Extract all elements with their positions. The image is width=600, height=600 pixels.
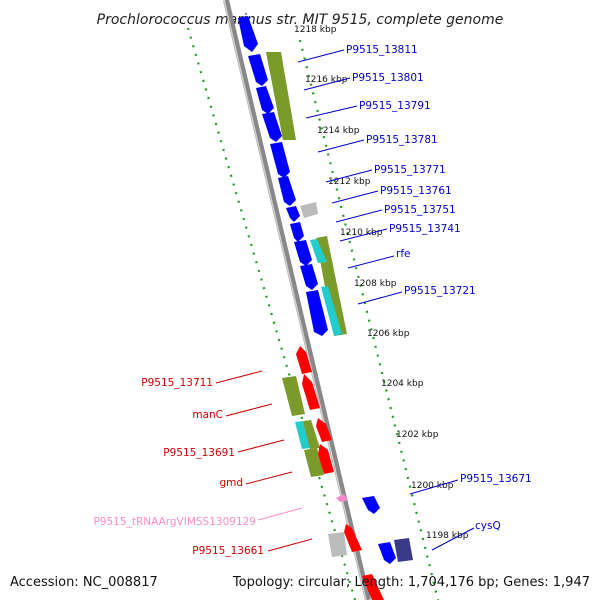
leader-line	[215, 370, 263, 384]
gc-cyan-segment	[310, 239, 327, 263]
gene-label-forward[interactable]: P9515_13751	[384, 204, 456, 216]
forward-gene-arrow[interactable]	[294, 240, 312, 266]
gc-olive-segment	[304, 448, 324, 477]
forward-gene-arrow[interactable]	[262, 112, 282, 142]
reverse-gene-arrow[interactable]	[302, 374, 320, 410]
gene-label-forward[interactable]: P9515_13801	[352, 72, 424, 84]
tick-label: 1212 kbp	[328, 177, 371, 187]
leader-line	[303, 77, 351, 91]
leader-line	[357, 291, 403, 305]
leader-line	[305, 105, 358, 119]
tick-label: 1218 kbp	[294, 25, 337, 35]
gene-label-forward[interactable]: P9515_13781	[366, 134, 438, 146]
gene-label-forward[interactable]: P9515_13671	[460, 473, 532, 485]
leader-line	[257, 507, 303, 521]
gene-label-trna[interactable]: P9515_tRNAArgVIMSS1309129	[94, 516, 256, 528]
outer-ring-left	[186, 27, 357, 600]
forward-strand-genes	[238, 16, 396, 564]
gene-label-forward[interactable]: P9515_13761	[380, 185, 452, 197]
forward-gene-arrow[interactable]	[256, 86, 274, 114]
reverse-gene-arrow[interactable]	[296, 346, 312, 374]
forward-gene-arrow[interactable]	[290, 222, 304, 242]
forward-gene-arrow[interactable]	[278, 176, 296, 206]
reverse-gene-arrow[interactable]	[344, 524, 362, 552]
leader-line	[297, 49, 345, 63]
tick-label: 1200 kbp	[411, 481, 454, 491]
gene-label-reverse[interactable]: manC	[192, 409, 223, 421]
gene-label-forward[interactable]: rfe	[396, 248, 410, 260]
gene-label-reverse[interactable]: P9515_13661	[192, 545, 264, 557]
leader-line	[335, 209, 383, 223]
gene-label-reverse[interactable]: P9515_13691	[163, 447, 235, 459]
forward-gene-arrow[interactable]	[286, 206, 300, 222]
leader-line	[331, 190, 379, 204]
gene-label-forward[interactable]: cysQ	[475, 520, 501, 532]
gene-label-reverse[interactable]: P9515_13711	[141, 377, 213, 389]
leader-line	[245, 471, 293, 485]
genome-backbone	[223, 0, 371, 600]
map-title: Prochlorococcus marinus str. MIT 9515, c…	[97, 12, 504, 28]
grey-feature[interactable]	[300, 202, 318, 218]
gc-cyan-segment	[295, 421, 310, 449]
gc-olive-segment	[266, 52, 296, 140]
gene-label-forward[interactable]: P9515_13721	[404, 285, 476, 297]
tick-label: 1216 kbp	[305, 75, 348, 85]
reverse-gene-arrow[interactable]	[362, 574, 384, 600]
scale-ticks: 1218 kbp 1216 kbp 1214 kbp 1212 kbp 1210…	[294, 25, 469, 541]
leader-line	[339, 228, 388, 242]
leader-line	[347, 255, 395, 269]
forward-labels: P9515_13811 P9515_13801 P9515_13791 P951…	[297, 44, 532, 551]
trna-feature[interactable]	[336, 494, 348, 502]
gene-label-reverse[interactable]: gmd	[219, 477, 243, 489]
tick-label: 1204 kbp	[381, 379, 424, 389]
forward-gene-arrow[interactable]	[362, 496, 380, 514]
leader-line	[431, 527, 475, 551]
forward-gene-arrow[interactable]	[248, 54, 268, 86]
tick-label: 1208 kbp	[354, 279, 397, 289]
gc-content-band	[266, 52, 413, 562]
gc-olive-segment	[303, 420, 320, 449]
gc-olive-segment	[282, 376, 305, 416]
leader-line	[325, 169, 373, 183]
reverse-gene-arrow[interactable]	[318, 444, 334, 474]
tick-label: 1214 kbp	[317, 126, 360, 136]
gene-label-forward[interactable]: P9515_13741	[389, 223, 461, 235]
gene-label-forward[interactable]: P9515_13811	[346, 44, 418, 56]
gc-cyan-segment	[321, 286, 342, 336]
tick-label: 1202 kbp	[396, 430, 439, 440]
leader-line	[409, 479, 459, 495]
outer-ring-right	[298, 39, 440, 600]
forward-gene-arrow[interactable]	[238, 16, 258, 52]
tick-label: 1210 kbp	[340, 228, 383, 238]
forward-gene-arrow[interactable]	[270, 142, 290, 178]
reverse-labels: P9515_13711 manC P9515_13691 gmd P9515_t…	[94, 370, 313, 557]
leader-line	[237, 439, 285, 453]
leader-line	[225, 403, 273, 417]
reverse-gene-arrow[interactable]	[316, 418, 332, 442]
accession-text: Accession: NC_008817	[10, 575, 158, 590]
tick-label: 1206 kbp	[367, 329, 410, 339]
topology-text: Topology: circular; Length: 1,704,176 bp…	[232, 575, 590, 590]
leader-line	[267, 538, 313, 552]
reverse-strand-genes	[296, 346, 384, 600]
forward-gene-arrow[interactable]	[378, 542, 396, 564]
gc-grey-segment	[328, 532, 347, 557]
forward-gene-arrow[interactable]	[306, 290, 328, 336]
tick-label: 1198 kbp	[426, 531, 469, 541]
gene-label-forward[interactable]: P9515_13771	[374, 164, 446, 176]
gc-olive-segment	[394, 538, 413, 562]
forward-gene-arrow[interactable]	[300, 264, 318, 290]
leader-line	[317, 139, 365, 153]
gene-label-forward[interactable]: P9515_13791	[359, 100, 431, 112]
